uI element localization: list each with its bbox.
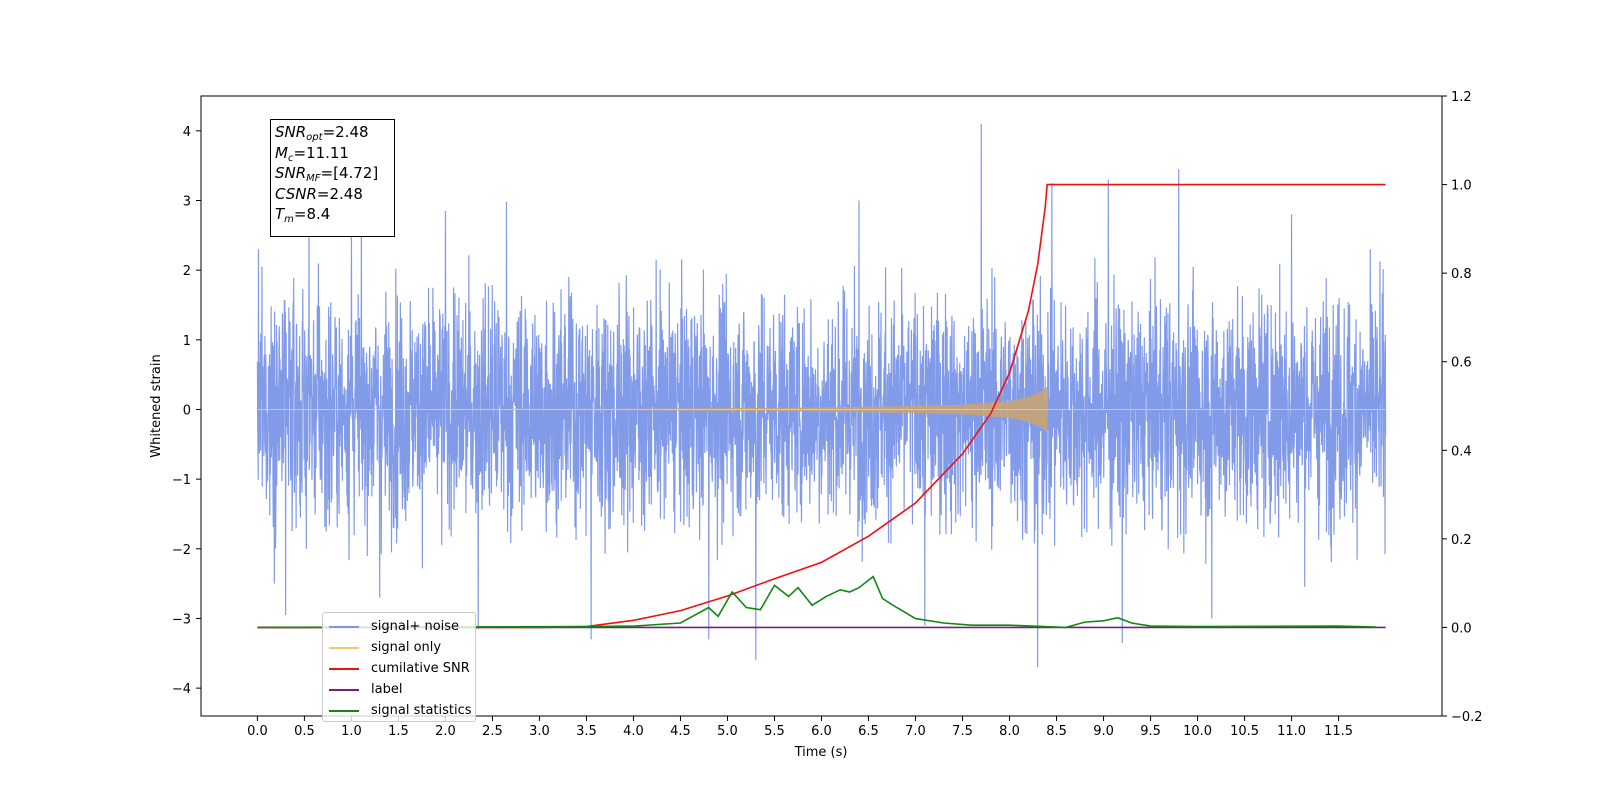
y-left-tick-label: 2: [183, 264, 191, 279]
y-right-tick-label: 0.2: [1451, 533, 1472, 548]
legend-item-label: label: [329, 679, 469, 700]
legend-item-signal-only: signal only: [329, 637, 469, 658]
x-tick-label: 7.0: [905, 724, 926, 739]
legend-label: label: [371, 682, 403, 697]
x-axis-label: Time (s): [794, 745, 848, 760]
y-right-tick-label: 0.4: [1451, 444, 1472, 459]
x-tick-label: 11.5: [1324, 724, 1353, 739]
legend-label: signal statistics: [371, 703, 472, 718]
y-left-tick-label: 4: [183, 125, 191, 140]
x-tick-label: 6.0: [811, 724, 832, 739]
y-left-tick-label: −2: [172, 543, 191, 558]
series-signal-statistics-line: [257, 575, 1377, 629]
x-tick-label: 9.5: [1140, 724, 1161, 739]
legend-label: signal only: [371, 640, 442, 655]
x-tick-label: 0.5: [294, 724, 315, 739]
x-tick-label: 10.0: [1183, 724, 1212, 739]
legend-swatch: [329, 667, 359, 670]
legend-item-signal-statistics: signal statistics: [329, 700, 472, 721]
y-left-tick-label: 1: [183, 334, 191, 349]
y-left-tick-label: −4: [172, 682, 191, 697]
y-right-tick-label: 1.2: [1451, 90, 1472, 105]
x-tick-label: 4.0: [623, 724, 644, 739]
y-axis-right-ticks: 1.2 1.0 0.8 0.6 0.4 0.2 0.0 −0.2: [1442, 90, 1483, 725]
x-tick-label: 9.0: [1093, 724, 1114, 739]
y-left-tick-label: 3: [183, 194, 191, 209]
series-signal-noise-line: [256, 123, 1387, 668]
y-axis-left-label: Whitened strain: [149, 354, 164, 457]
x-tick-label: 2.5: [482, 724, 503, 739]
x-tick-label: 5.0: [717, 724, 738, 739]
series-signal-noise: [256, 123, 1387, 668]
x-tick-label: 3.5: [576, 724, 597, 739]
legend-swatch: [329, 625, 359, 628]
annotation-csnr: CSNR=2.48: [275, 184, 363, 203]
y-right-tick-label: 1.0: [1451, 179, 1472, 194]
y-right-tick-label: 0.8: [1451, 267, 1472, 282]
x-tick-label: 1.0: [341, 724, 362, 739]
x-tick-label: 5.5: [764, 724, 785, 739]
legend-swatch: [329, 709, 359, 712]
y-left-tick-label: −1: [172, 473, 191, 488]
x-tick-label: 11.0: [1277, 724, 1306, 739]
legend: signal+ noise signal only cumilative SNR…: [322, 612, 476, 722]
y-right-tick-label: 0.6: [1451, 356, 1472, 371]
x-tick-label: 3.0: [529, 724, 550, 739]
y-left-tick-label: −3: [172, 612, 191, 627]
legend-label: cumilative SNR: [371, 661, 470, 676]
x-axis-ticks: 0.0 0.5 1.0 1.5 2.0 2.5 3.0 3.5 4.0 4.5 5.0 5.5 6.0 6…: [247, 716, 1353, 739]
annotation-tm: Tm=8.4: [275, 205, 331, 225]
annotation-mc: Mc=11.11: [275, 143, 349, 164]
x-tick-label: 8.5: [1046, 724, 1067, 739]
annotation-snr-opt: SNRopt=2.48: [275, 123, 369, 143]
y-right-tick-label: 0.0: [1451, 621, 1472, 636]
x-tick-label: 2.0: [435, 724, 456, 739]
x-tick-label: 6.5: [858, 724, 879, 739]
x-tick-label: 1.5: [388, 724, 409, 739]
x-tick-label: 8.0: [999, 724, 1020, 739]
legend-item-signal-noise: signal+ noise: [329, 616, 469, 637]
stats-annotation-box: SNRopt=2.48 Mc=11.11 SNRMF=[4.72] CSNR=2…: [270, 119, 395, 237]
x-tick-label: 10.5: [1230, 724, 1259, 739]
legend-swatch: [329, 688, 359, 691]
x-tick-label: 7.5: [952, 724, 973, 739]
annotation-snr-mf: SNRMF=[4.72]: [275, 164, 379, 184]
legend-label: signal+ noise: [371, 619, 460, 634]
series-cumilative-snr-line: [257, 183, 1386, 629]
x-tick-label: 4.5: [670, 724, 691, 739]
y-right-tick-label: −0.2: [1451, 710, 1483, 725]
x-tick-label: 0.0: [247, 724, 268, 739]
y-axis-left-ticks: 4 3 2 1 0 −1 −2 −3 −4: [172, 125, 201, 697]
legend-swatch: [329, 646, 359, 649]
y-left-tick-label: 0: [183, 403, 191, 418]
legend-item-cumilative-snr: cumilative SNR: [329, 658, 470, 679]
series-signal-only: [257, 386, 1386, 433]
